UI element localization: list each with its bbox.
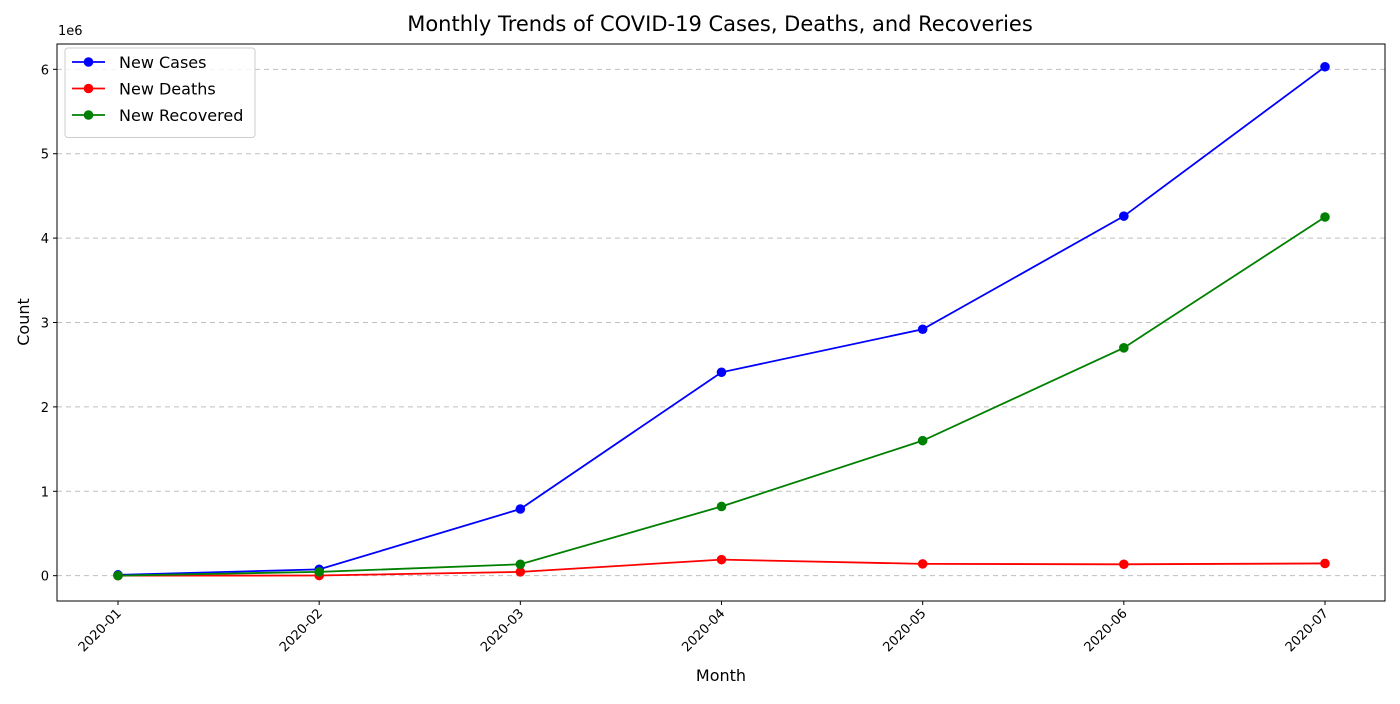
y-axis-label: Count	[14, 298, 33, 346]
legend-marker	[83, 110, 94, 120]
legend-marker	[83, 83, 94, 94]
x-tick-label: 2020-05	[880, 606, 929, 655]
series-new-recovered	[113, 212, 1330, 581]
y-axis-offset-label: 1e6	[58, 24, 83, 39]
legend-label: New Deaths	[119, 80, 216, 99]
data-point	[1320, 61, 1330, 72]
data-point	[515, 504, 526, 514]
legend-label: New Recovered	[119, 106, 243, 125]
y-axis-ticks: 0 1 2 3 4 5 6	[41, 63, 57, 585]
data-point	[113, 570, 123, 581]
data-point	[515, 559, 526, 570]
data-point	[515, 567, 526, 577]
data-point	[716, 367, 727, 378]
legend: New Cases New Deaths New Recovered	[64, 47, 256, 138]
series-line	[117, 216, 1326, 577]
y-tick-label: 5	[41, 148, 49, 163]
x-tick-label: 2020-01	[76, 606, 125, 655]
legend-label: New Cases	[119, 53, 206, 72]
data-point	[1119, 559, 1129, 570]
x-axis-ticks: 2020-01 2020-02 2020-03 2020-04 2020-05 2020-…	[76, 601, 1332, 655]
grid-lines	[57, 68, 1385, 577]
data-point	[716, 554, 727, 565]
series-new-deaths	[113, 554, 1330, 581]
x-tick-label: 2020-02	[277, 606, 326, 655]
data-point	[1119, 343, 1129, 353]
data-point	[917, 559, 928, 569]
data-point	[917, 324, 928, 335]
x-tick-label: 2020-04	[679, 606, 728, 655]
chart-title: Monthly Trends of COVID-19 Cases, Deaths…	[407, 12, 1033, 36]
series-lines	[113, 61, 1330, 581]
legend-item: New Deaths	[72, 80, 216, 99]
data-point	[1320, 212, 1330, 222]
x-tick-label: 2020-07	[1283, 606, 1332, 655]
legend-item: New Cases	[72, 53, 206, 72]
y-tick-label: 3	[41, 317, 49, 332]
data-point	[1320, 558, 1330, 569]
x-tick-label: 2020-03	[478, 606, 527, 655]
series-line	[117, 66, 1326, 576]
data-point	[314, 567, 324, 577]
y-tick-label: 2	[41, 401, 49, 416]
y-tick-label: 1	[41, 485, 49, 500]
y-tick-label: 4	[41, 232, 49, 247]
x-axis-label: Month	[696, 666, 746, 685]
y-tick-label: 0	[41, 570, 49, 585]
data-point	[917, 435, 928, 446]
x-tick-label: 2020-06	[1082, 606, 1131, 655]
legend-box	[64, 47, 256, 138]
legend-item: New Recovered	[72, 106, 243, 125]
data-point	[1119, 211, 1129, 221]
y-tick-label: 6	[41, 63, 49, 78]
legend-marker	[83, 57, 94, 67]
data-point	[716, 501, 727, 512]
